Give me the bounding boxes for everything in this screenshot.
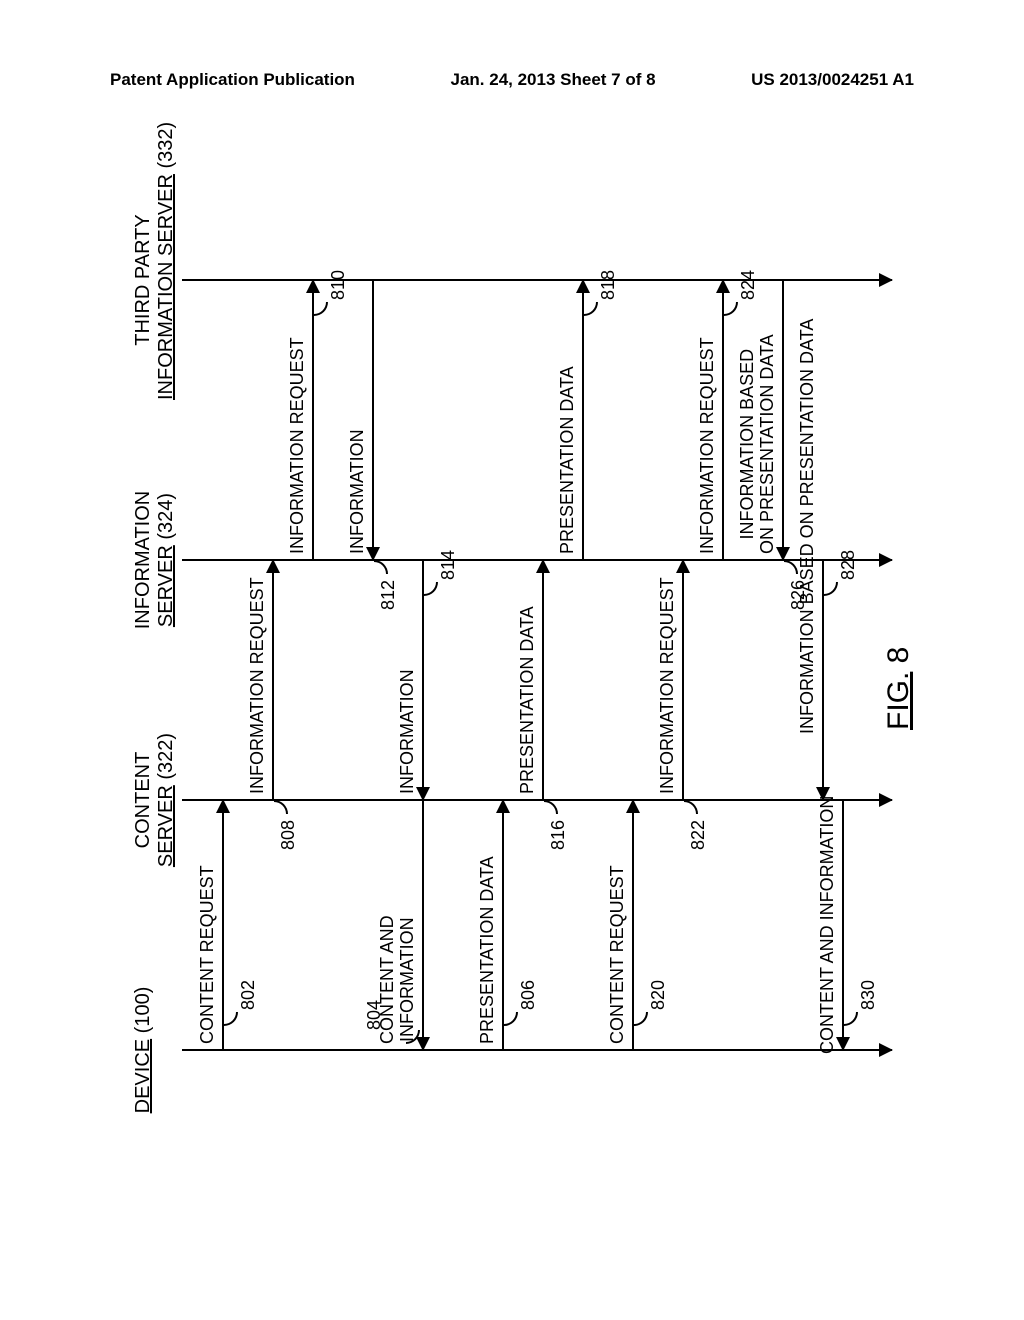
message-arrow-810 [312, 280, 314, 560]
reference-tick-814 [424, 582, 438, 596]
reference-830: 830 [858, 980, 879, 1010]
reference-806: 806 [518, 980, 539, 1010]
reference-814: 814 [438, 550, 459, 580]
lane-label-third: THIRD PARTYINFORMATION SERVER (332) [132, 160, 178, 400]
message-arrow-814 [422, 560, 424, 800]
header-center: Jan. 24, 2013 Sheet 7 of 8 [451, 70, 656, 90]
reference-802: 802 [238, 980, 259, 1010]
lifeline-third [182, 279, 892, 281]
reference-824: 824 [738, 270, 759, 300]
lifeline-content [182, 799, 892, 801]
reference-804: 804 [364, 1000, 385, 1030]
message-label-816: PRESENTATION DATA [518, 606, 538, 794]
reference-tick-820 [634, 1012, 648, 1026]
message-label-818: PRESENTATION DATA [558, 366, 578, 554]
message-label-814: INFORMATION [398, 669, 418, 794]
reference-822: 822 [688, 820, 709, 850]
message-arrow-816 [542, 560, 544, 800]
reference-tick-822 [684, 800, 698, 814]
reference-tick-812 [374, 560, 388, 574]
lane-label-info: INFORMATIONSERVER (324) [132, 440, 178, 680]
message-label-824: INFORMATION REQUEST [698, 337, 718, 554]
message-label-822: INFORMATION REQUEST [658, 577, 678, 794]
lifeline-device [182, 1049, 892, 1051]
reference-816: 816 [548, 820, 569, 850]
sequence-diagram: DEVICE (100)CONTENTSERVER (322)INFORMATI… [122, 210, 902, 1110]
reference-tick-826 [784, 560, 798, 574]
reference-tick-824 [724, 302, 738, 316]
reference-828: 828 [838, 550, 859, 580]
reference-818: 818 [598, 270, 619, 300]
figure-label: FIG. 8 [882, 647, 916, 730]
reference-tick-818 [584, 302, 598, 316]
message-arrow-818 [582, 280, 584, 560]
message-arrow-824 [722, 280, 724, 560]
reference-tick-830 [844, 1012, 858, 1026]
message-label-826: INFORMATION BASEDON PRESENTATION DATA [738, 334, 778, 554]
reference-tick-806 [504, 1012, 518, 1026]
page-header: Patent Application Publication Jan. 24, … [0, 70, 1024, 90]
reference-tick-808 [274, 800, 288, 814]
header-left: Patent Application Publication [110, 70, 355, 90]
reference-810: 810 [328, 270, 349, 300]
message-label-808: INFORMATION REQUEST [248, 577, 268, 794]
message-arrow-822 [682, 560, 684, 800]
reference-tick-802 [224, 1012, 238, 1026]
message-label-802: CONTENT REQUEST [198, 865, 218, 1044]
message-arrow-808 [272, 560, 274, 800]
reference-tick-810 [314, 302, 328, 316]
reference-808: 808 [278, 820, 299, 850]
reference-820: 820 [648, 980, 669, 1010]
message-label-820: CONTENT REQUEST [608, 865, 628, 1044]
lane-label-content: CONTENTSERVER (322) [132, 680, 178, 920]
message-label-830: CONTENT AND INFORMATION [818, 796, 838, 1054]
message-label-810: INFORMATION REQUEST [288, 337, 308, 554]
reference-812: 812 [378, 580, 399, 610]
reference-tick-828 [824, 582, 838, 596]
message-arrow-828 [822, 560, 824, 800]
message-label-812: INFORMATION [348, 429, 368, 554]
message-arrow-804 [422, 800, 424, 1050]
header-right: US 2013/0024251 A1 [751, 70, 914, 90]
lane-label-device: DEVICE (100) [132, 930, 155, 1170]
message-label-828: INFORMATION BASED ON PRESENTATION DATA [798, 319, 818, 734]
reference-tick-816 [544, 800, 558, 814]
message-label-806: PRESENTATION DATA [478, 856, 498, 1044]
message-arrow-826 [782, 280, 784, 560]
message-arrow-812 [372, 280, 374, 560]
